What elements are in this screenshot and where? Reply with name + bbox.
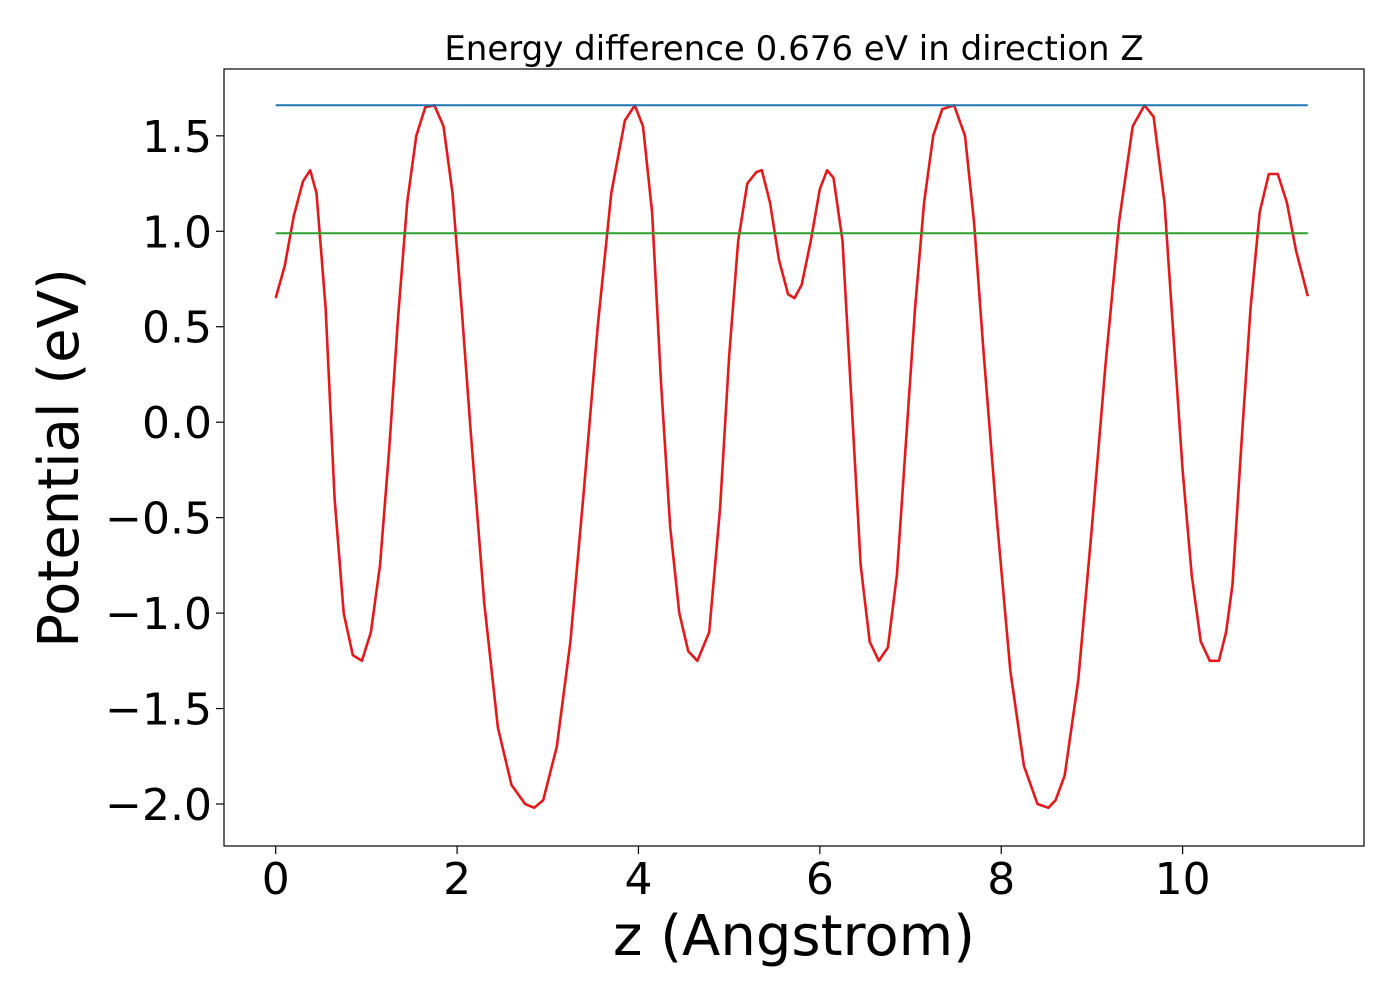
x-tick-label: 0 (262, 854, 290, 905)
x-tick-label: 10 (1155, 854, 1211, 905)
y-tick-label: 1.5 (142, 112, 212, 163)
x-tick-label: 4 (624, 854, 652, 905)
y-axis-label: Potential (eV) (27, 268, 92, 648)
y-tick-label: 1.0 (142, 207, 212, 258)
x-tick-label: 2 (443, 854, 471, 905)
plot-area-frame (223, 68, 1365, 847)
x-axis-ticks: 0 2 4 6 8 10 (262, 846, 1211, 905)
y-tick-label: −2.0 (105, 780, 212, 831)
series-layer (274, 104, 1310, 810)
chart-title: Energy difference 0.676 eV in direction … (444, 29, 1143, 69)
x-axis-label: z (Angstrom) (613, 904, 975, 969)
x-tick-label: 8 (987, 854, 1015, 905)
y-tick-label: 0.5 (142, 303, 212, 354)
x-tick-label: 6 (806, 854, 834, 905)
y-tick-label: −1.5 (105, 685, 212, 736)
y-tick-label: 0.0 (142, 398, 212, 449)
y-tick-label: −1.0 (105, 589, 212, 640)
potential-curve (274, 104, 1310, 810)
y-tick-label: −0.5 (105, 494, 212, 545)
y-axis-ticks: −2.0 −1.5 −1.0 −0.5 0.0 0.5 1.0 1.5 (105, 112, 224, 831)
